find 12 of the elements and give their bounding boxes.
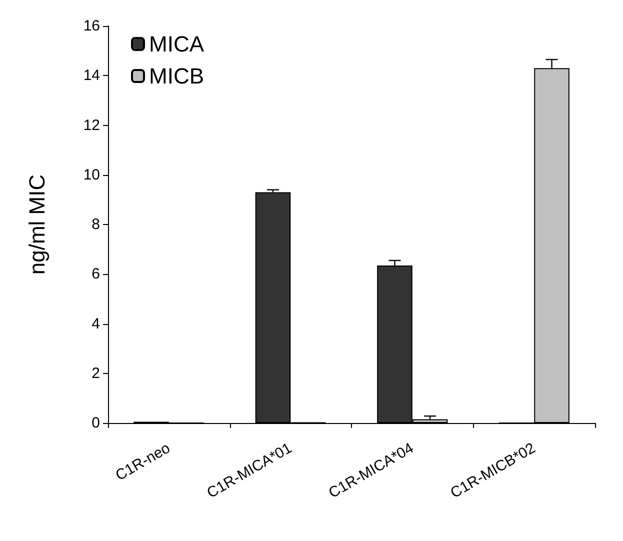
- y-tick-label: 4: [92, 315, 100, 332]
- y-tick-label: 2: [92, 364, 100, 382]
- legend-label: MICA: [149, 32, 204, 56]
- legend-label: MICB: [149, 64, 204, 88]
- y-tick-label: 12: [83, 116, 100, 134]
- y-tick-label: 14: [83, 67, 100, 84]
- y-axis-title: ng/ml MIC: [24, 174, 50, 275]
- y-tick-label: 10: [83, 166, 100, 184]
- y-tick-label: 0: [92, 414, 100, 432]
- y-tick-label: 6: [92, 266, 100, 283]
- y-tick-label: 8: [92, 216, 100, 233]
- y-tick-label: 16: [83, 18, 100, 34]
